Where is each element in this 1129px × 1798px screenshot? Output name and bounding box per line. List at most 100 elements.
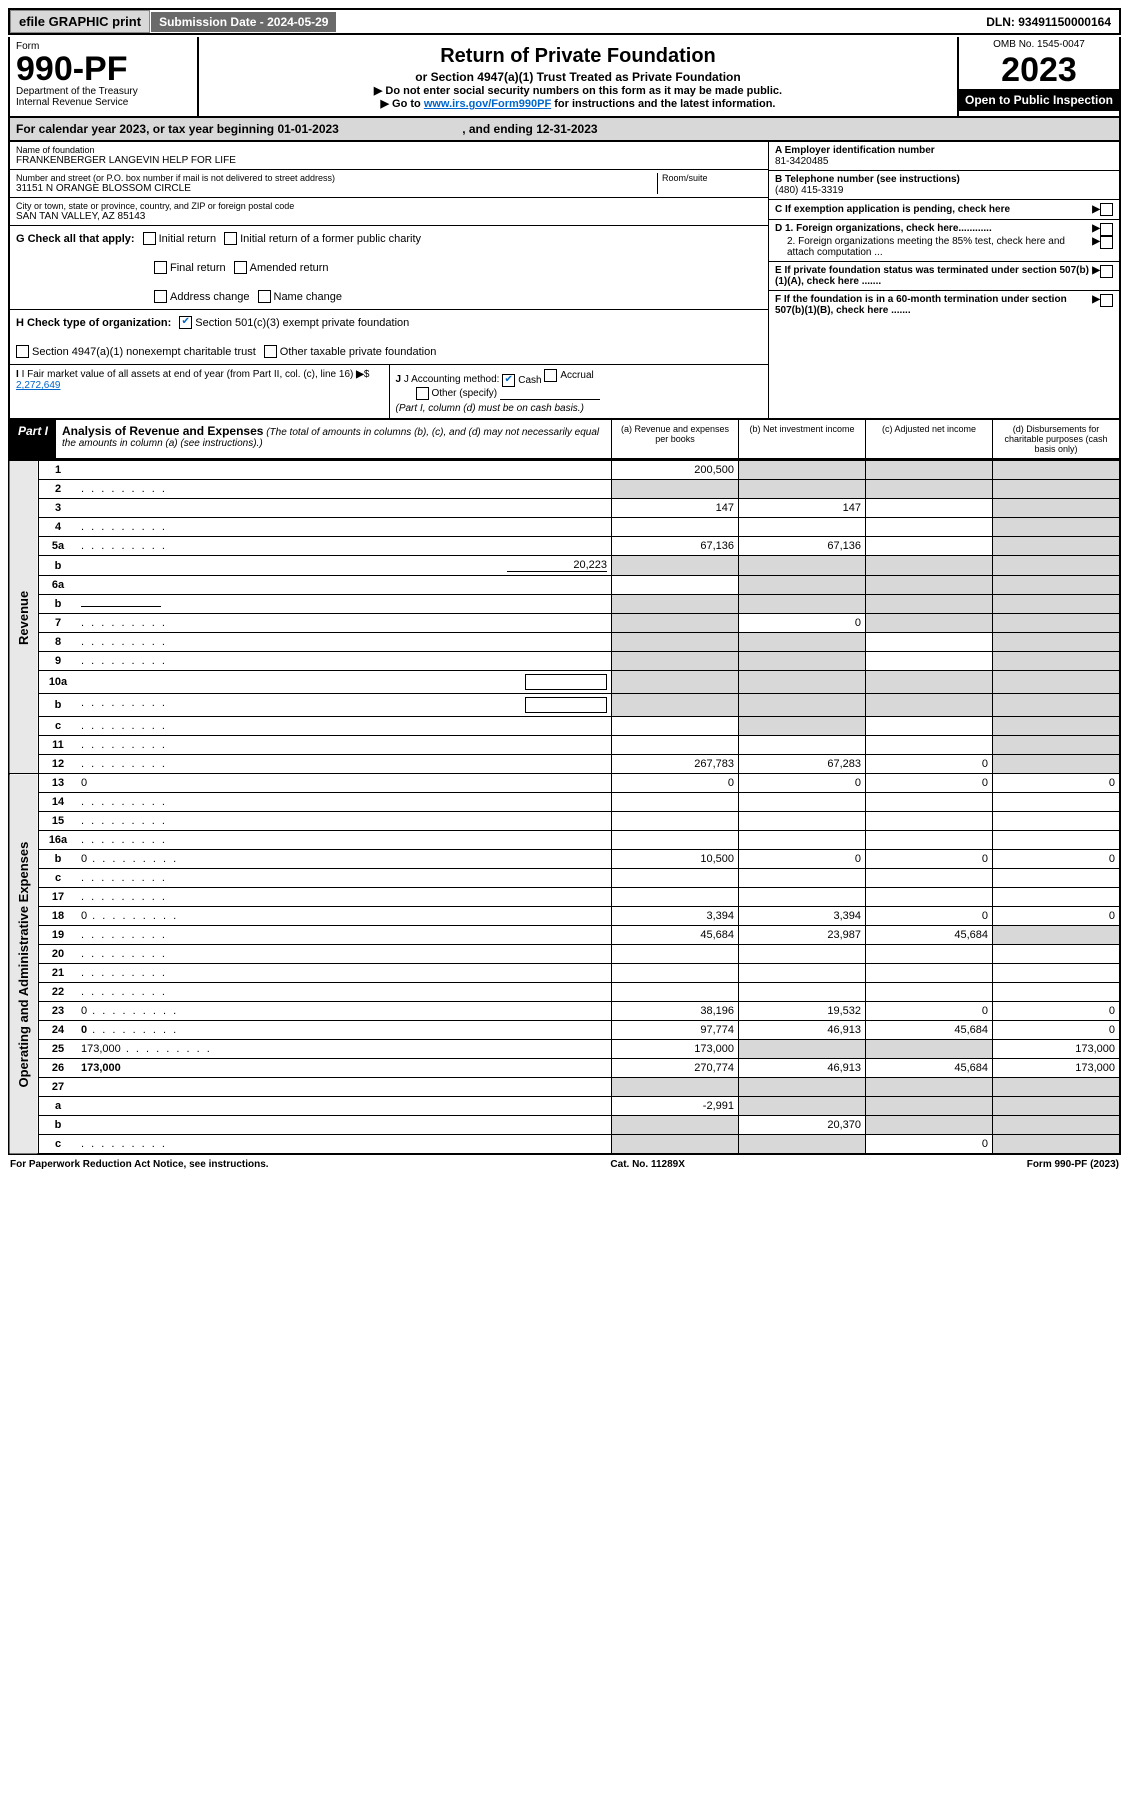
- cell-col-c: 45,684: [866, 926, 993, 945]
- checkbox-d1[interactable]: [1100, 223, 1113, 236]
- table-row: 1945,68423,98745,684: [9, 926, 1120, 945]
- line-number: 10a: [39, 671, 78, 694]
- cell-col-d: [993, 964, 1121, 983]
- line-description: [77, 755, 612, 774]
- form-title: Return of Private Foundation: [205, 45, 951, 68]
- irs-link[interactable]: www.irs.gov/Form990PF: [424, 98, 551, 110]
- cell-col-a: [612, 595, 739, 614]
- checkbox-address-change[interactable]: [154, 290, 167, 303]
- cell-col-d: 173,000: [993, 1040, 1121, 1059]
- cell-col-b: [739, 736, 866, 755]
- table-row: 21: [9, 964, 1120, 983]
- cell-col-d: [993, 812, 1121, 831]
- cell-col-b: [739, 595, 866, 614]
- cell-col-d: [993, 983, 1121, 1002]
- cell-col-a: [612, 671, 739, 694]
- cell-col-b: [739, 1040, 866, 1059]
- cell-col-d: 0: [993, 774, 1121, 793]
- cell-col-b: [739, 461, 866, 480]
- city-label: City or town, state or province, country…: [16, 201, 762, 211]
- cell-col-d: [993, 576, 1121, 595]
- page-footer: For Paperwork Reduction Act Notice, see …: [8, 1155, 1121, 1174]
- cell-col-c: 0: [866, 755, 993, 774]
- f-label: F If the foundation is in a 60-month ter…: [775, 294, 1092, 316]
- street-address: 31151 N ORANGE BLOSSOM CIRCLE: [16, 183, 657, 194]
- line-description: [77, 652, 612, 671]
- top-bar: efile GRAPHIC print Submission Date - 20…: [8, 8, 1121, 35]
- efile-print-button[interactable]: efile GRAPHIC print: [10, 10, 150, 33]
- foundation-name: FRANKENBERGER LANGEVIN HELP FOR LIFE: [16, 155, 762, 166]
- checkbox-accrual[interactable]: [544, 369, 557, 382]
- note-link: ▶ Go to www.irs.gov/Form990PF for instru…: [205, 97, 951, 110]
- cell-col-c: [866, 537, 993, 556]
- line-number: c: [39, 1135, 78, 1155]
- cell-col-d: [993, 755, 1121, 774]
- cell-col-c: [866, 614, 993, 633]
- cell-col-b: [739, 556, 866, 576]
- cell-col-a: [612, 556, 739, 576]
- col-d-header: (d) Disbursements for charitable purpose…: [993, 420, 1119, 458]
- checkbox-initial-former[interactable]: [224, 232, 237, 245]
- line-number: b: [39, 556, 78, 576]
- checkbox-4947a1[interactable]: [16, 345, 29, 358]
- cell-col-b: 3,394: [739, 907, 866, 926]
- table-row: 17: [9, 888, 1120, 907]
- line-number: 8: [39, 633, 78, 652]
- cell-col-c: [866, 869, 993, 888]
- part1-table: Revenue1200,5002314714745a67,13667,136b …: [8, 460, 1121, 1155]
- fmv-link[interactable]: 2,272,649: [16, 380, 61, 391]
- cell-col-c: [866, 671, 993, 694]
- cell-col-c: 45,684: [866, 1021, 993, 1040]
- col-c-header: (c) Adjusted net income: [866, 420, 993, 458]
- checkbox-d2[interactable]: [1100, 236, 1113, 249]
- table-row: 27: [9, 1078, 1120, 1097]
- cell-col-d: [993, 926, 1121, 945]
- cell-col-b: [739, 793, 866, 812]
- line-number: 6a: [39, 576, 78, 595]
- checkbox-amended[interactable]: [234, 261, 247, 274]
- table-row: 25173,000173,000173,000: [9, 1040, 1120, 1059]
- cell-col-d: [993, 1116, 1121, 1135]
- cell-col-a: [612, 717, 739, 736]
- table-row: 9: [9, 652, 1120, 671]
- checkbox-initial-return[interactable]: [143, 232, 156, 245]
- checkbox-c[interactable]: [1100, 203, 1113, 216]
- checkbox-501c3[interactable]: [179, 316, 192, 329]
- calendar-year-row: For calendar year 2023, or tax year begi…: [8, 118, 1121, 142]
- checkbox-cash[interactable]: [502, 374, 515, 387]
- line-number: 1: [39, 461, 78, 480]
- line-number: 7: [39, 614, 78, 633]
- cell-col-a: [612, 888, 739, 907]
- cell-col-c: [866, 694, 993, 717]
- checkbox-name-change[interactable]: [258, 290, 271, 303]
- section-i: I I Fair market value of all assets at e…: [10, 365, 389, 418]
- table-row: 2: [9, 480, 1120, 499]
- line-description: [77, 614, 612, 633]
- table-row: Operating and Administrative Expenses130…: [9, 774, 1120, 793]
- cell-col-b: [739, 1097, 866, 1116]
- line-description: [77, 1078, 612, 1097]
- table-row: 23038,19619,53200: [9, 1002, 1120, 1021]
- cell-col-d: [993, 793, 1121, 812]
- cell-col-b: 19,532: [739, 1002, 866, 1021]
- table-row: 14: [9, 793, 1120, 812]
- cell-col-d: [993, 537, 1121, 556]
- cell-col-d: [993, 518, 1121, 537]
- part1-header: Part I Analysis of Revenue and Expenses …: [8, 420, 1121, 460]
- line-description: [77, 793, 612, 812]
- cell-col-d: [993, 888, 1121, 907]
- cell-col-b: 147: [739, 499, 866, 518]
- cell-col-c: [866, 633, 993, 652]
- checkbox-other-method[interactable]: [416, 387, 429, 400]
- phone-label: B Telephone number (see instructions): [775, 174, 960, 185]
- checkbox-f[interactable]: [1100, 294, 1113, 307]
- omb-number: OMB No. 1545-0047: [959, 37, 1119, 52]
- e-label: E If private foundation status was termi…: [775, 265, 1092, 287]
- checkbox-e[interactable]: [1100, 265, 1113, 278]
- cell-col-b: [739, 964, 866, 983]
- line-description: [77, 1116, 612, 1135]
- line-number: 16a: [39, 831, 78, 850]
- checkbox-final-return[interactable]: [154, 261, 167, 274]
- table-row: 20: [9, 945, 1120, 964]
- checkbox-other-taxable[interactable]: [264, 345, 277, 358]
